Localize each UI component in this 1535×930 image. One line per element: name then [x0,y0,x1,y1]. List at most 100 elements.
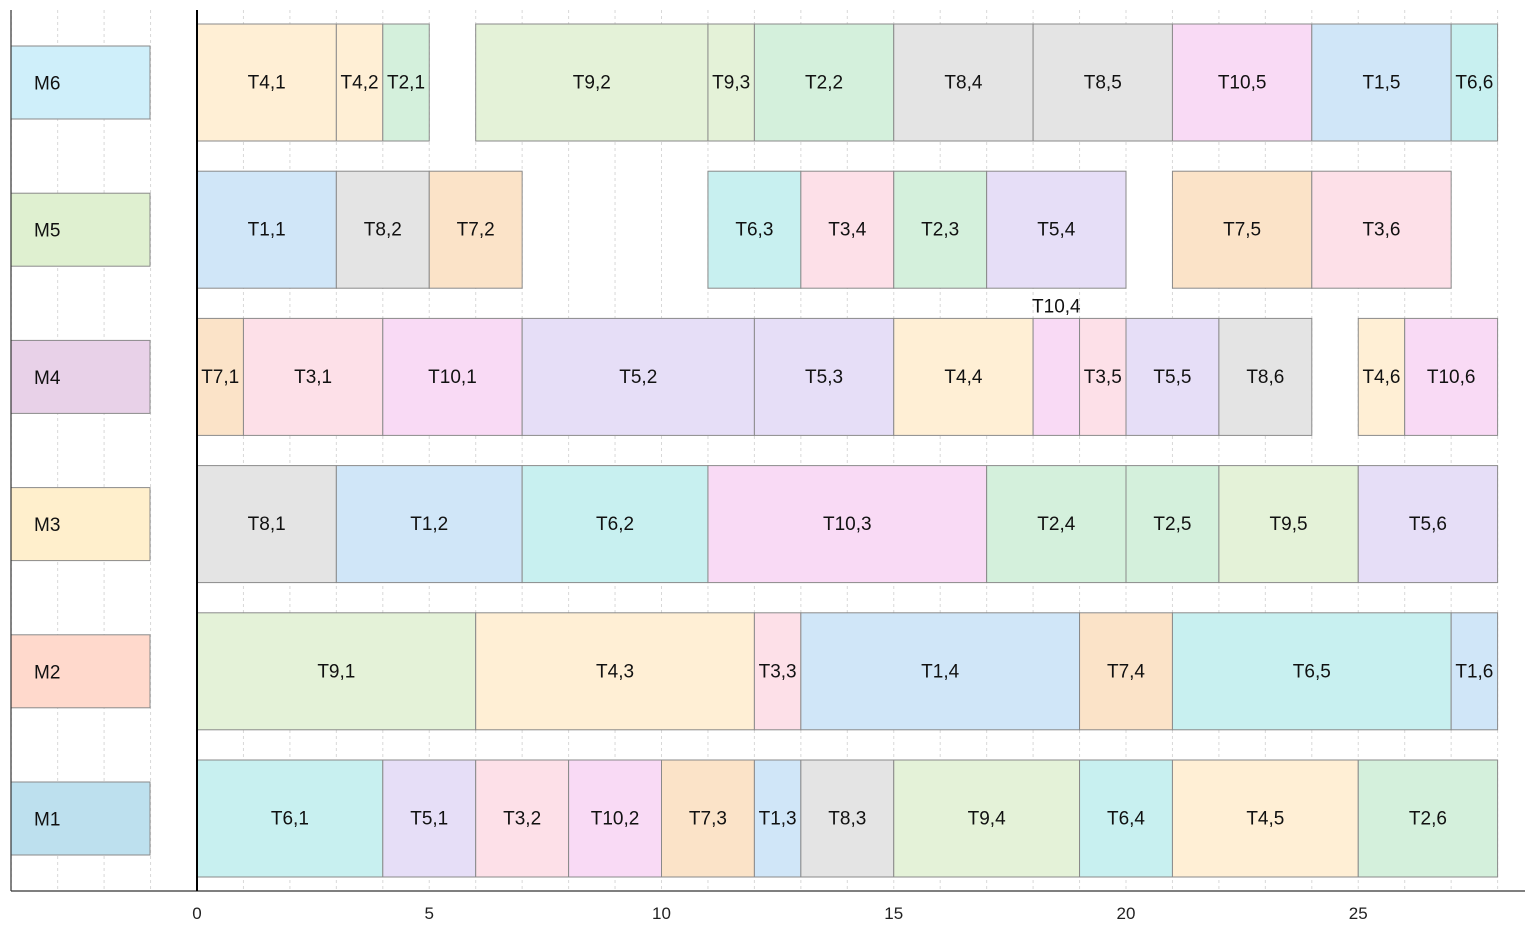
task-label-t8-1: T8,1 [248,514,286,535]
task-bar-t3-5 [1079,317,1127,436]
x-tick-label: 10 [652,904,671,923]
task-bar-t5-3 [753,317,895,436]
task-bar-t5-2 [521,317,755,436]
task-label-t10-4: T10,4 [1032,296,1081,317]
task-label-t10-3: T10,3 [823,514,872,535]
machine-label-m3: M3 [34,515,60,536]
task-label-t3-5: T3,5 [1084,367,1122,388]
task-label-t1-6: T1,6 [1455,661,1493,682]
task-bar-t5-6 [1357,465,1499,584]
task-bar-t10-6 [1404,317,1499,436]
task-label-t9-4: T9,4 [968,809,1006,830]
machine-label-m1: M1 [34,810,60,831]
task-label-t8-4: T8,4 [944,73,982,94]
task-label-t1-4: T1,4 [921,661,959,682]
task-label-t4-2: T4,2 [341,73,379,94]
machine-box-m5 [10,192,151,267]
x-tick-label: 25 [1349,904,1368,923]
task-label-t3-6: T3,6 [1362,220,1400,241]
x-tick-label: 5 [425,904,434,923]
task-label-t5-1: T5,1 [410,809,448,830]
task-bar-t4-1 [196,23,337,142]
grid-lines [10,10,1499,891]
task-label-t9-5: T9,5 [1270,514,1308,535]
task-bar-t5-5 [1125,317,1220,436]
task-label-t9-2: T9,2 [573,73,611,94]
task-bar-t9-1 [196,612,477,731]
task-bar-t1-3 [753,759,802,878]
task-label-t4-5: T4,5 [1246,809,1284,830]
task-bar-t4-6 [1357,317,1406,436]
x-axis: 0 5 10 15 20 25 [10,10,1525,923]
task-label-t3-4: T3,4 [828,220,866,241]
x-tick-label: 15 [884,904,903,923]
task-bar-t9-2 [475,23,709,142]
task-bar-t7-3 [661,759,755,878]
task-label-t2-5: T2,5 [1153,514,1191,535]
task-label-t6-4: T6,4 [1107,809,1145,830]
machine-labels: M6 M5 M4 M3 M2 M1 [10,45,151,856]
machine-label-m6: M6 [34,74,60,95]
task-bar-t7-5 [1171,170,1313,289]
task-label-t7-1: T7,1 [201,367,239,388]
task-bar-t8-1 [196,465,337,584]
task-label-t2-6: T2,6 [1409,809,1447,830]
task-label-t6-2: T6,2 [596,514,634,535]
machine-label-m4: M4 [34,368,61,389]
task-bar-t5-4 [986,170,1127,289]
task-label-t7-3: T7,3 [689,809,727,830]
task-bar-t8-3 [800,759,895,878]
task-label-t10-1: T10,1 [428,367,477,388]
task-bar-t10-4 [1032,317,1081,436]
task-bar-t2-4 [986,465,1127,584]
task-bar-t4-5 [1171,759,1359,878]
task-bar-t2-2 [753,23,895,142]
task-label-t6-3: T6,3 [735,220,773,241]
task-label-t4-4: T4,4 [944,367,982,388]
task-label-t2-3: T2,3 [921,220,959,241]
x-tick-label: 0 [192,904,201,923]
task-bar-t6-2 [521,465,709,584]
task-bar-t10-1 [382,317,523,436]
task-bar-t2-5 [1125,465,1220,584]
machine-box-m6 [10,45,151,120]
task-bars: T4,1 T4,2 T2,1 T9,2 T9,3 T2,2 T8,4 T8,5 T10,5 T1,… [196,23,1499,878]
task-label-t7-4: T7,4 [1107,661,1145,682]
task-bar-t1-4 [800,612,1081,731]
task-bar-t3-6 [1311,170,1452,289]
task-bar-t9-5 [1218,465,1359,584]
task-label-t1-3: T1,3 [759,809,797,830]
task-label-t4-1: T4,1 [248,73,286,94]
task-bar-t5-1 [382,759,477,878]
task-label-t3-3: T3,3 [759,661,797,682]
task-bar-t3-1 [242,317,384,436]
task-label-t7-2: T7,2 [457,220,495,241]
task-bar-t8-5 [1032,23,1173,142]
task-label-t9-1: T9,1 [317,661,355,682]
task-bar-t6-4 [1079,759,1173,878]
task-label-t9-3: T9,3 [712,73,750,94]
task-bar-t10-2 [568,759,662,878]
task-bar-t1-5 [1311,23,1452,142]
machine-label-m5: M5 [34,221,60,242]
task-bar-t9-3 [707,23,755,142]
task-label-t10-6: T10,6 [1427,367,1476,388]
task-label-t10-2: T10,2 [591,809,640,830]
task-label-t5-4: T5,4 [1037,220,1075,241]
task-label-t8-2: T8,2 [364,220,402,241]
task-bar-t6-6 [1450,23,1499,142]
task-label-t10-5: T10,5 [1218,73,1267,94]
task-bar-t2-1 [382,23,430,142]
machine-label-m2: M2 [34,662,60,683]
task-label-t5-2: T5,2 [619,367,657,388]
task-bar-t1-6 [1450,612,1499,731]
machine-box-m3 [10,487,151,562]
task-label-t8-6: T8,6 [1246,367,1284,388]
task-bar-t10-5 [1171,23,1313,142]
machine-box-m4 [10,339,151,414]
task-bar-t4-2 [335,23,384,142]
task-bar-t6-5 [1171,612,1452,731]
task-bar-t7-2 [428,170,523,289]
task-bar-t8-6 [1218,317,1313,436]
task-label-t5-6: T5,6 [1409,514,1447,535]
